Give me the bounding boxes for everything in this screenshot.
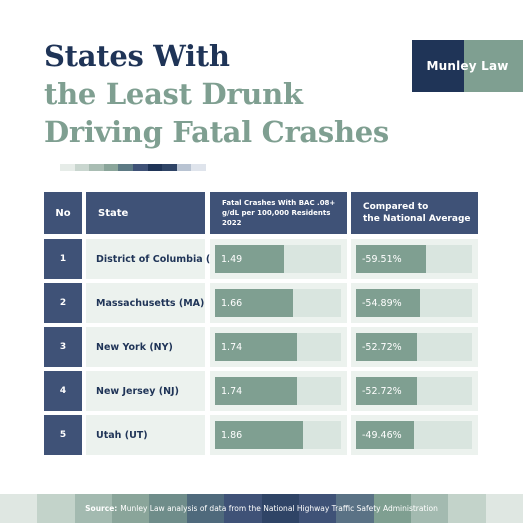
title-line-1: States With <box>44 39 230 73</box>
footer-band <box>0 494 523 523</box>
compared-value: -52.72% <box>362 341 402 353</box>
compared-bar-track: -52.72% <box>356 377 472 405</box>
fatal-cell: 1.74 <box>210 371 347 411</box>
fatal-bar-track: 1.86 <box>215 421 341 449</box>
compared-bar <box>356 377 418 405</box>
table-row: 5 Utah (UT) 1.86 -49.46% <box>44 415 478 455</box>
logo-text: Munley Law <box>426 59 509 73</box>
row-state: Utah (UT) <box>86 415 205 455</box>
fatal-bar <box>215 245 285 273</box>
data-table: No State Fatal Crashes With BAC .08+ g/d… <box>44 192 478 459</box>
compared-value: -52.72% <box>362 385 402 397</box>
row-state: New Jersey (NJ) <box>86 371 205 411</box>
header-no: No <box>44 192 82 234</box>
fatal-bar <box>215 377 297 405</box>
fatal-value: 1.49 <box>221 253 243 265</box>
row-number: 5 <box>44 415 82 455</box>
fatal-bar <box>215 289 294 317</box>
compared-bar-track: -54.89% <box>356 289 472 317</box>
compared-bar-track: -59.51% <box>356 245 472 273</box>
header-fatal-line-1: Fatal Crashes With BAC .08+ <box>222 199 336 207</box>
header-compared-line-1: Compared to <box>363 202 429 212</box>
row-number: 2 <box>44 283 82 323</box>
compared-bar-track: -49.46% <box>356 421 472 449</box>
row-state: District of Columbia (DC) <box>86 239 229 279</box>
table-row: 4 New Jersey (NJ) 1.74 -52.72% <box>44 371 478 411</box>
source-label: Source: <box>85 504 118 513</box>
fatal-value: 1.74 <box>221 341 243 353</box>
fatal-value: 1.86 <box>221 429 243 441</box>
compared-cell: -52.72% <box>351 327 478 367</box>
row-number: 3 <box>44 327 82 367</box>
source-note: Source: Munley Law analysis of data from… <box>0 494 523 523</box>
compared-bar <box>356 289 420 317</box>
header-fatal-crashes: Fatal Crashes With BAC .08+ g/dL per 100… <box>210 192 347 234</box>
fatal-bar-track: 1.49 <box>215 245 341 273</box>
fatal-cell: 1.66 <box>210 283 347 323</box>
title-line-2: the Least Drunk <box>44 77 303 111</box>
compared-cell: -59.51% <box>351 239 478 279</box>
compared-cell: -49.46% <box>351 415 478 455</box>
header-fatal-line-2: g/dL per 100,000 Residents 2022 <box>222 209 331 227</box>
fatal-cell: 1.49 <box>210 239 347 279</box>
logo-navy-block <box>412 40 464 92</box>
logo: Munley Law <box>412 40 523 92</box>
header-compared-line-2: the National Average <box>363 214 471 224</box>
table-body: 1 District of Columbia (DC) 1.49 -59.51%… <box>44 239 478 455</box>
row-state: New York (NY) <box>86 327 205 367</box>
fatal-bar-track: 1.66 <box>215 289 341 317</box>
fatal-bar-track: 1.74 <box>215 333 341 361</box>
decorative-gradient-bar <box>60 164 206 171</box>
compared-bar <box>356 333 418 361</box>
compared-value: -59.51% <box>362 253 402 265</box>
compared-value: -49.46% <box>362 429 402 441</box>
compared-bar <box>356 245 426 273</box>
compared-bar-track: -52.72% <box>356 333 472 361</box>
fatal-value: 1.74 <box>221 385 243 397</box>
fatal-cell: 1.74 <box>210 327 347 367</box>
logo-sage-block <box>464 40 523 92</box>
fatal-bar <box>215 333 297 361</box>
table-header-row: No State Fatal Crashes With BAC .08+ g/d… <box>44 192 478 234</box>
source-text: Munley Law analysis of data from the Nat… <box>120 504 438 513</box>
table-row: 1 District of Columbia (DC) 1.49 -59.51% <box>44 239 478 279</box>
fatal-cell: 1.86 <box>210 415 347 455</box>
compared-cell: -54.89% <box>351 283 478 323</box>
row-number: 4 <box>44 371 82 411</box>
compared-cell: -52.72% <box>351 371 478 411</box>
header-compared: Compared to the National Average <box>351 192 478 234</box>
header-state: State <box>86 192 205 234</box>
table-row: 2 Massachusetts (MA) 1.66 -54.89% <box>44 283 478 323</box>
row-number: 1 <box>44 239 82 279</box>
fatal-value: 1.66 <box>221 297 243 309</box>
title-line-3: Driving Fatal Crashes <box>44 115 389 149</box>
fatal-bar-track: 1.74 <box>215 377 341 405</box>
row-state: Massachusetts (MA) <box>86 283 205 323</box>
compared-value: -54.89% <box>362 297 402 309</box>
table-row: 3 New York (NY) 1.74 -52.72% <box>44 327 478 367</box>
compared-bar <box>356 421 414 449</box>
fatal-bar <box>215 421 304 449</box>
